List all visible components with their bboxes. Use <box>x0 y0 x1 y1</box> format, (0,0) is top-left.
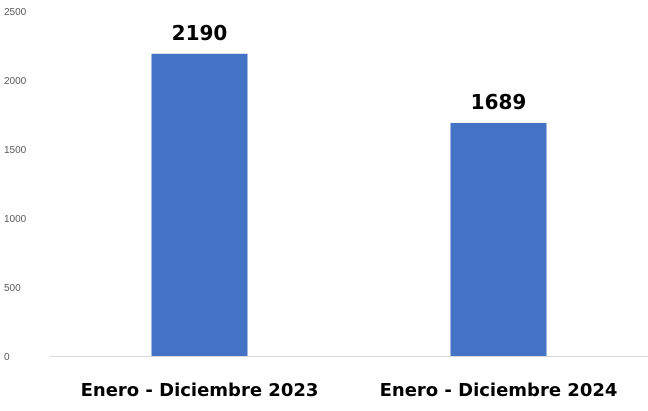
y-tick-label: 500 <box>4 283 21 294</box>
data-label: 1689 <box>471 90 527 114</box>
x-tick-label: Enero - Diciembre 2024 <box>380 380 618 401</box>
y-tick-label: 2000 <box>4 76 27 87</box>
data-labels: 2190 1689 <box>172 21 527 114</box>
y-tick-label: 2500 <box>4 7 27 18</box>
x-axis: Enero - Diciembre 2023 Enero - Diciembre … <box>81 380 618 401</box>
x-tick-label: Enero - Diciembre 2023 <box>81 380 319 401</box>
bar <box>450 122 547 356</box>
data-label: 2190 <box>172 21 228 45</box>
y-tick-label: 1000 <box>4 214 27 225</box>
bars <box>151 53 547 356</box>
bar <box>151 53 248 356</box>
y-tick-label: 1500 <box>4 145 27 156</box>
y-axis: 0 500 1000 1500 2000 2500 <box>4 7 27 363</box>
y-tick-label: 0 <box>4 352 10 363</box>
